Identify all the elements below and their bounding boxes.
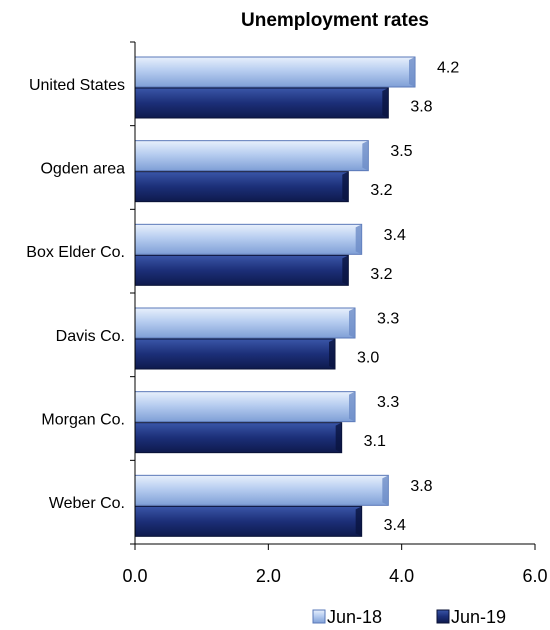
bar-bevel xyxy=(342,171,349,202)
x-tick-label: 0.0 xyxy=(122,566,147,586)
bar-bevel xyxy=(349,391,355,422)
bar-bevel xyxy=(342,255,349,286)
bar-bevel xyxy=(355,224,362,255)
x-tick-label: 6.0 xyxy=(522,566,547,586)
data-label: 3.2 xyxy=(370,266,392,283)
x-tick-label: 2.0 xyxy=(256,566,281,586)
legend: Jun-18 Jun-19 xyxy=(312,607,506,627)
bar-jun-19 xyxy=(134,254,349,286)
data-label: 3.5 xyxy=(390,143,412,160)
legend-label: Jun-18 xyxy=(327,607,382,627)
bar-bevel xyxy=(362,140,369,171)
data-label: 3.3 xyxy=(377,311,399,328)
bar-bevel xyxy=(382,88,389,118)
data-label: 3.4 xyxy=(384,227,406,244)
bar-bevel xyxy=(349,308,355,338)
bar-jun-19 xyxy=(134,505,363,537)
data-label: 3.8 xyxy=(410,478,432,495)
bar-bevel xyxy=(409,57,415,87)
data-label: 4.2 xyxy=(437,60,459,77)
bar-bevel xyxy=(329,339,335,369)
bar-bevel xyxy=(355,506,362,537)
data-label: 3.4 xyxy=(384,517,406,534)
x-tick-label: 4.0 xyxy=(389,566,414,586)
bar-jun-19 xyxy=(134,171,349,203)
data-label: 3.2 xyxy=(370,182,392,199)
bar-jun-18 xyxy=(134,223,363,255)
legend-swatch-jun-18 xyxy=(312,609,326,624)
legend-swatch-jun-19 xyxy=(436,609,450,624)
legend-label: Jun-19 xyxy=(451,607,506,627)
bar-jun-19 xyxy=(134,338,336,370)
bar-jun-18 xyxy=(134,56,416,88)
plot-area: United States 4.2 3.8 Ogden area 3.5 3.2 Box E… xyxy=(26,41,548,586)
data-label: 3.1 xyxy=(364,433,386,450)
category-label: Box Elder Co. xyxy=(26,244,125,261)
bar-jun-18 xyxy=(134,391,356,423)
category-label: Weber Co. xyxy=(49,495,125,512)
bar-jun-19 xyxy=(134,87,389,119)
category-label: Morgan Co. xyxy=(41,412,125,429)
bar-bevel xyxy=(335,422,342,453)
bar-jun-18 xyxy=(134,140,369,172)
bar-jun-18 xyxy=(134,474,389,506)
bar-bevel xyxy=(382,475,389,506)
bar-jun-19 xyxy=(134,422,343,454)
category-label: Davis Co. xyxy=(56,328,125,345)
category-label: Ogden area xyxy=(40,161,125,178)
chart-title: Unemployment rates xyxy=(241,10,429,31)
data-label: 3.8 xyxy=(410,99,432,116)
bar-jun-18 xyxy=(134,307,356,339)
data-label: 3.3 xyxy=(377,394,399,411)
data-label: 3.0 xyxy=(357,350,379,367)
category-label: United States xyxy=(29,77,125,94)
